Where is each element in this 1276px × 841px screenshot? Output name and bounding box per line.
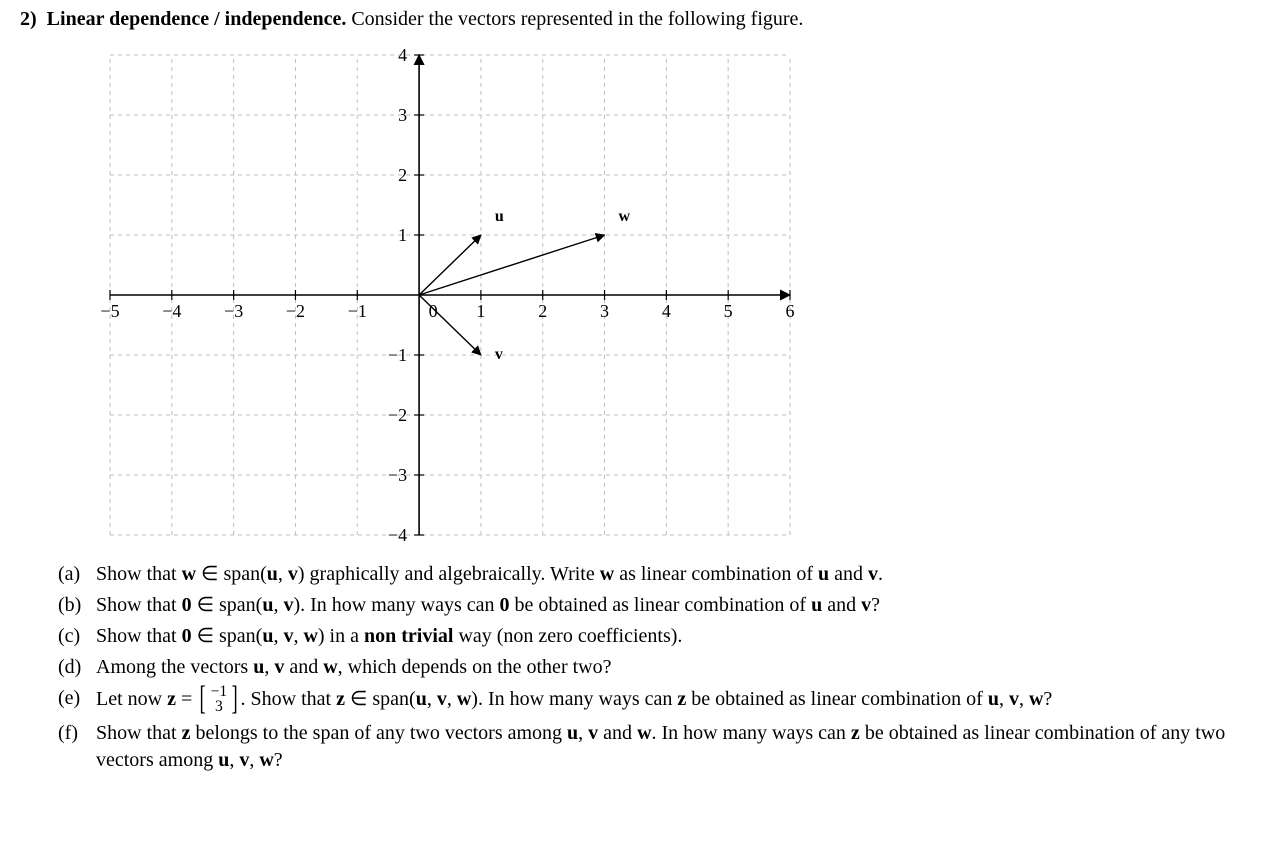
question-intro: Consider the vectors represented in the … xyxy=(351,8,803,30)
svg-text:u: u xyxy=(495,208,504,225)
subpart-body: Show that 0 ∈ span(u, v). In how many wa… xyxy=(96,592,1256,619)
subpart: (b) Show that 0 ∈ span(u, v). In how many… xyxy=(58,592,1256,619)
subpart: (c) Show that 0 ∈ span(u, v, w) in a non … xyxy=(58,623,1256,650)
subpart-label: (d) xyxy=(58,654,88,681)
subpart-body: Show that z belongs to the span of any t… xyxy=(96,720,1256,774)
svg-text:4: 4 xyxy=(398,45,407,65)
svg-text:−3: −3 xyxy=(388,465,407,485)
subpart-label: (c) xyxy=(58,623,88,650)
svg-text:−2: −2 xyxy=(286,301,305,321)
subpart-label: (f) xyxy=(58,720,88,747)
subpart: (d) Among the vectors u, v and w, which d… xyxy=(58,654,1256,681)
svg-text:1: 1 xyxy=(398,225,407,245)
svg-text:6: 6 xyxy=(786,301,795,321)
svg-text:3: 3 xyxy=(600,301,609,321)
svg-text:1: 1 xyxy=(476,301,485,321)
vector-figure: −5−4−3−2−1123456−4−3−2−112340uvw xyxy=(90,35,810,555)
question-header: 2) Linear dependence / independence. Con… xyxy=(20,8,1256,31)
subpart: (e) Let now z = [−13]. Show that z ∈ span… xyxy=(58,685,1256,716)
subpart: (f) Show that z belongs to the span of an… xyxy=(58,720,1256,774)
svg-text:−1: −1 xyxy=(388,345,407,365)
subpart-label: (b) xyxy=(58,592,88,619)
svg-text:−2: −2 xyxy=(388,405,407,425)
subpart-body: Show that 0 ∈ span(u, v, w) in a non tri… xyxy=(96,623,1256,650)
svg-text:w: w xyxy=(619,208,631,225)
svg-text:5: 5 xyxy=(724,301,733,321)
subpart-body: Among the vectors u, v and w, which depe… xyxy=(96,654,1256,681)
subparts-list: (a) Show that w ∈ span(u, v) graphically … xyxy=(58,561,1256,774)
subpart-label: (a) xyxy=(58,561,88,588)
figure-container: −5−4−3−2−1123456−4−3−2−112340uvw xyxy=(90,35,1256,555)
question-title: Linear dependence / independence. xyxy=(47,8,347,30)
svg-text:4: 4 xyxy=(662,301,671,321)
subpart-body: Let now z = [−13]. Show that z ∈ span(u,… xyxy=(96,685,1256,716)
svg-text:−1: −1 xyxy=(348,301,367,321)
svg-text:−4: −4 xyxy=(388,525,407,545)
svg-text:−4: −4 xyxy=(162,301,181,321)
svg-text:3: 3 xyxy=(398,105,407,125)
svg-text:−3: −3 xyxy=(224,301,243,321)
subpart-label: (e) xyxy=(58,685,88,712)
svg-text:v: v xyxy=(495,346,503,363)
svg-text:2: 2 xyxy=(538,301,547,321)
subpart-body: Show that w ∈ span(u, v) graphically and… xyxy=(96,561,1256,588)
svg-text:−5: −5 xyxy=(100,301,119,321)
question-title-line: Linear dependence / independence. Consid… xyxy=(47,8,804,31)
question-number: 2) xyxy=(20,8,37,31)
svg-text:2: 2 xyxy=(398,165,407,185)
subpart: (a) Show that w ∈ span(u, v) graphically … xyxy=(58,561,1256,588)
